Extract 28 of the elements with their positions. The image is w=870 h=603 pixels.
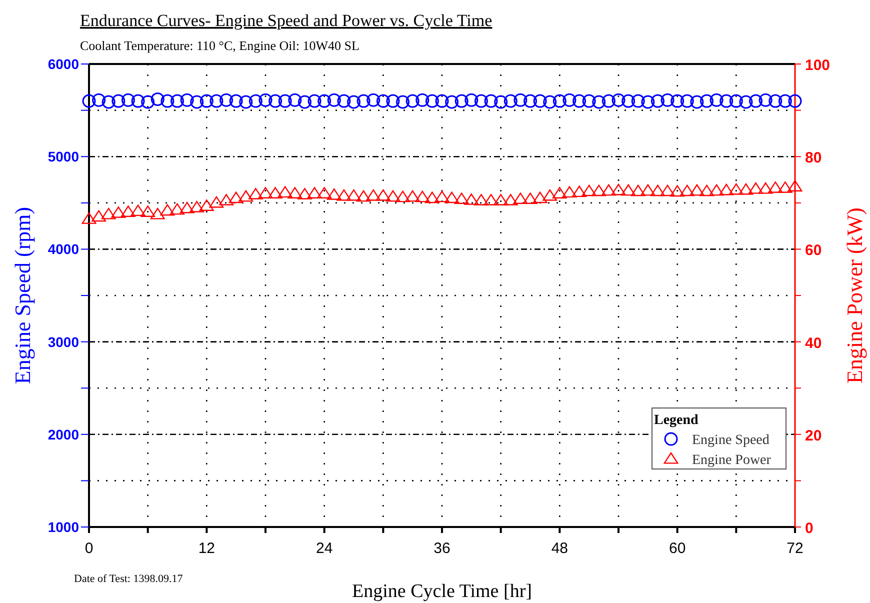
y2-tick-label: 80 xyxy=(805,150,822,167)
legend-label: Engine Speed xyxy=(692,433,770,448)
x-tick-label: 72 xyxy=(786,540,804,557)
y-tick-label: 5000 xyxy=(48,148,80,165)
y2-tick-label: 0 xyxy=(805,520,814,537)
y-axis-title: Engine Speed (rpm) xyxy=(10,206,35,384)
y2-tick-label: 60 xyxy=(805,242,822,260)
y-tick-label: 3000 xyxy=(48,334,80,350)
chart-title: Endurance Curves- Engine Speed and Power vs. Cycle Time xyxy=(80,11,492,30)
x-tick-label: 0 xyxy=(84,540,94,557)
x-tick-label: 36 xyxy=(434,540,450,557)
x-tick-label: 24 xyxy=(316,540,333,557)
y-tick-label: 6000 xyxy=(48,56,80,72)
y2-tick-label: 40 xyxy=(805,334,822,352)
x-tick-label: 12 xyxy=(198,540,216,557)
legend-title: Legend xyxy=(654,413,699,428)
legend-label: Engine Power xyxy=(692,453,772,468)
text: Date of Test: 1398.09.17 xyxy=(74,573,184,585)
y2-tick-label: 20 xyxy=(805,427,822,444)
chart-subtitle: Coolant Temperature: 110 °C, Engine Oil: 10W40 SL xyxy=(80,38,360,53)
x-axis-title: Engine Cycle Time [hr] xyxy=(352,581,532,602)
y2-axis-title: Engine Power (kW) xyxy=(842,208,867,384)
y2-tick-label: 100 xyxy=(805,57,830,74)
y-tick-label: 2000 xyxy=(48,426,80,442)
y-tick-label: 4000 xyxy=(48,241,80,258)
x-tick-label: 48 xyxy=(551,540,568,557)
y-tick-label: 1000 xyxy=(48,519,80,535)
x-tick-label: 60 xyxy=(668,540,686,557)
